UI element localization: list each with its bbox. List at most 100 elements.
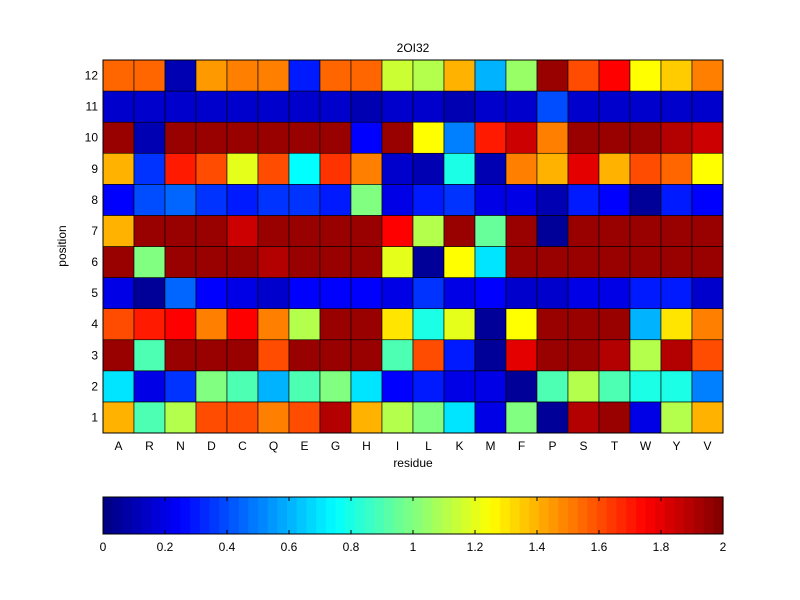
heatmap-cell-E-10 (288, 121, 321, 154)
heatmap-cell-E-7 (288, 215, 321, 247)
colorbar-tick-label: 1.8 (653, 540, 670, 554)
heatmap-cell-Q-10 (257, 121, 290, 154)
colorbar-segment (509, 497, 521, 534)
x-tick-label: L (425, 439, 432, 453)
heatmap-cell-W-2 (629, 370, 662, 403)
heatmap-cell-M-3 (474, 339, 507, 372)
heatmap-cell-N-7 (164, 215, 197, 247)
colorbar-tick-label: 0.2 (157, 540, 174, 554)
heatmap-cell-Y-9 (660, 152, 693, 185)
colorbar-segment (480, 497, 492, 534)
heatmap-cell-A-11 (102, 90, 135, 123)
colorbar-tick-label: 1.2 (467, 540, 484, 554)
heatmap-cell-A-1 (102, 401, 135, 434)
heatmap-cell-N-5 (164, 277, 197, 309)
heatmap-cell-A-4 (102, 308, 135, 341)
colorbar-segment (606, 497, 618, 534)
heatmap-cell-Y-4 (660, 308, 693, 341)
heatmap-cell-E-5 (288, 277, 321, 309)
heatmap-cell-H-5 (350, 277, 383, 309)
heatmap-cell-R-11 (133, 90, 166, 123)
heatmap-cell-I-6 (381, 246, 414, 278)
heatmap-cell-S-1 (567, 401, 600, 434)
colorbar-segment (277, 497, 288, 534)
colorbar-segment (432, 497, 443, 534)
heatmap-cell-G-6 (319, 246, 352, 278)
heatmap-cell-T-4 (598, 308, 631, 341)
colorbar-tick-label: 0.4 (219, 540, 236, 554)
colorbar-tick-label: 0 (100, 540, 107, 554)
heatmap-cell-T-8 (598, 184, 631, 216)
heatmap-cell-L-9 (412, 152, 445, 185)
colorbar-segment (403, 497, 414, 534)
colorbar-segment (597, 497, 608, 534)
heatmap-cell-C-11 (226, 90, 259, 123)
colorbar-segment (141, 497, 153, 534)
heatmap-cell-L-10 (412, 121, 445, 154)
heatmap-cell-T-2 (598, 370, 631, 403)
heatmap-cell-G-5 (319, 277, 352, 309)
heatmap-cell-G-8 (319, 184, 352, 216)
heatmap-cell-D-2 (195, 370, 228, 403)
heatmap-cell-V-3 (691, 339, 724, 372)
heatmap-cell-H-9 (350, 152, 383, 185)
heatmap-cell-Q-1 (257, 401, 290, 434)
heatmap-cell-F-1 (505, 401, 538, 434)
x-tick-label: H (362, 439, 371, 453)
colorbar-segment (296, 497, 308, 534)
heatmap-cell-I-8 (381, 184, 414, 216)
heatmap-cell-P-9 (536, 152, 569, 185)
heatmap-cell-L-3 (412, 339, 445, 372)
colorbar-tick-label: 2 (720, 540, 727, 554)
colorbar-segment (577, 497, 588, 534)
colorbar-tick-labels: 0 0.2 0.4 0.6 0.8 1 1.2 1.4 1.6 1.8 2 (100, 497, 727, 554)
heatmap-cell-C-12 (226, 59, 259, 92)
y-tick-label: 9 (91, 162, 98, 176)
heatmap-cell-K-7 (443, 215, 476, 247)
heatmap-cell-P-6 (536, 246, 569, 278)
heatmap-cell-A-6 (102, 246, 135, 278)
heatmap-cell-W-10 (629, 121, 662, 154)
x-tick-label: I (396, 439, 399, 453)
colorbar-segment (383, 497, 395, 534)
heatmap-cell-Q-11 (257, 90, 290, 123)
x-tick-label: C (238, 439, 247, 453)
colorbar (103, 497, 724, 534)
heatmap-cell-A-7 (102, 215, 135, 247)
colorbar-tick-label: 0.6 (281, 540, 298, 554)
heatmap-cell-T-11 (598, 90, 631, 123)
x-tick-label: K (455, 439, 463, 453)
heatmap-cell-P-5 (536, 277, 569, 309)
heatmap-cell-F-12 (505, 59, 538, 92)
heatmap-cell-S-3 (567, 339, 600, 372)
colorbar-segment (674, 497, 685, 534)
heatmap-cell-N-4 (164, 308, 197, 341)
heatmap-cell-C-3 (226, 339, 259, 372)
heatmap-cell-Q-3 (257, 339, 290, 372)
heatmap-cell-F-3 (505, 339, 538, 372)
heatmap-cell-M-12 (474, 59, 507, 92)
y-tick-label: 2 (91, 379, 98, 393)
heatmap-cell-M-10 (474, 121, 507, 154)
heatmap-cell-P-7 (536, 215, 569, 247)
heatmap-cell-P-8 (536, 184, 569, 216)
heatmap-cell-T-1 (598, 401, 631, 434)
heatmap-cell-M-7 (474, 215, 507, 247)
heatmap-cell-M-11 (474, 90, 507, 123)
heatmap-cell-H-11 (350, 90, 383, 123)
colorbar-segment (248, 497, 259, 534)
heatmap-cell-E-6 (288, 246, 321, 278)
colorbar-segment (306, 497, 317, 534)
heatmap-cell-K-1 (443, 401, 476, 434)
y-tick-label: 8 (91, 193, 98, 207)
heatmap-cell-P-3 (536, 339, 569, 372)
heatmap-cell-D-4 (195, 308, 228, 341)
colorbar-segment (471, 497, 482, 534)
colorbar-segment (228, 497, 240, 534)
x-tick-label: T (611, 439, 619, 453)
heatmap-cell-K-9 (443, 152, 476, 185)
colorbar-segment (393, 497, 404, 534)
colorbar-tick-label: 1.6 (591, 540, 608, 554)
